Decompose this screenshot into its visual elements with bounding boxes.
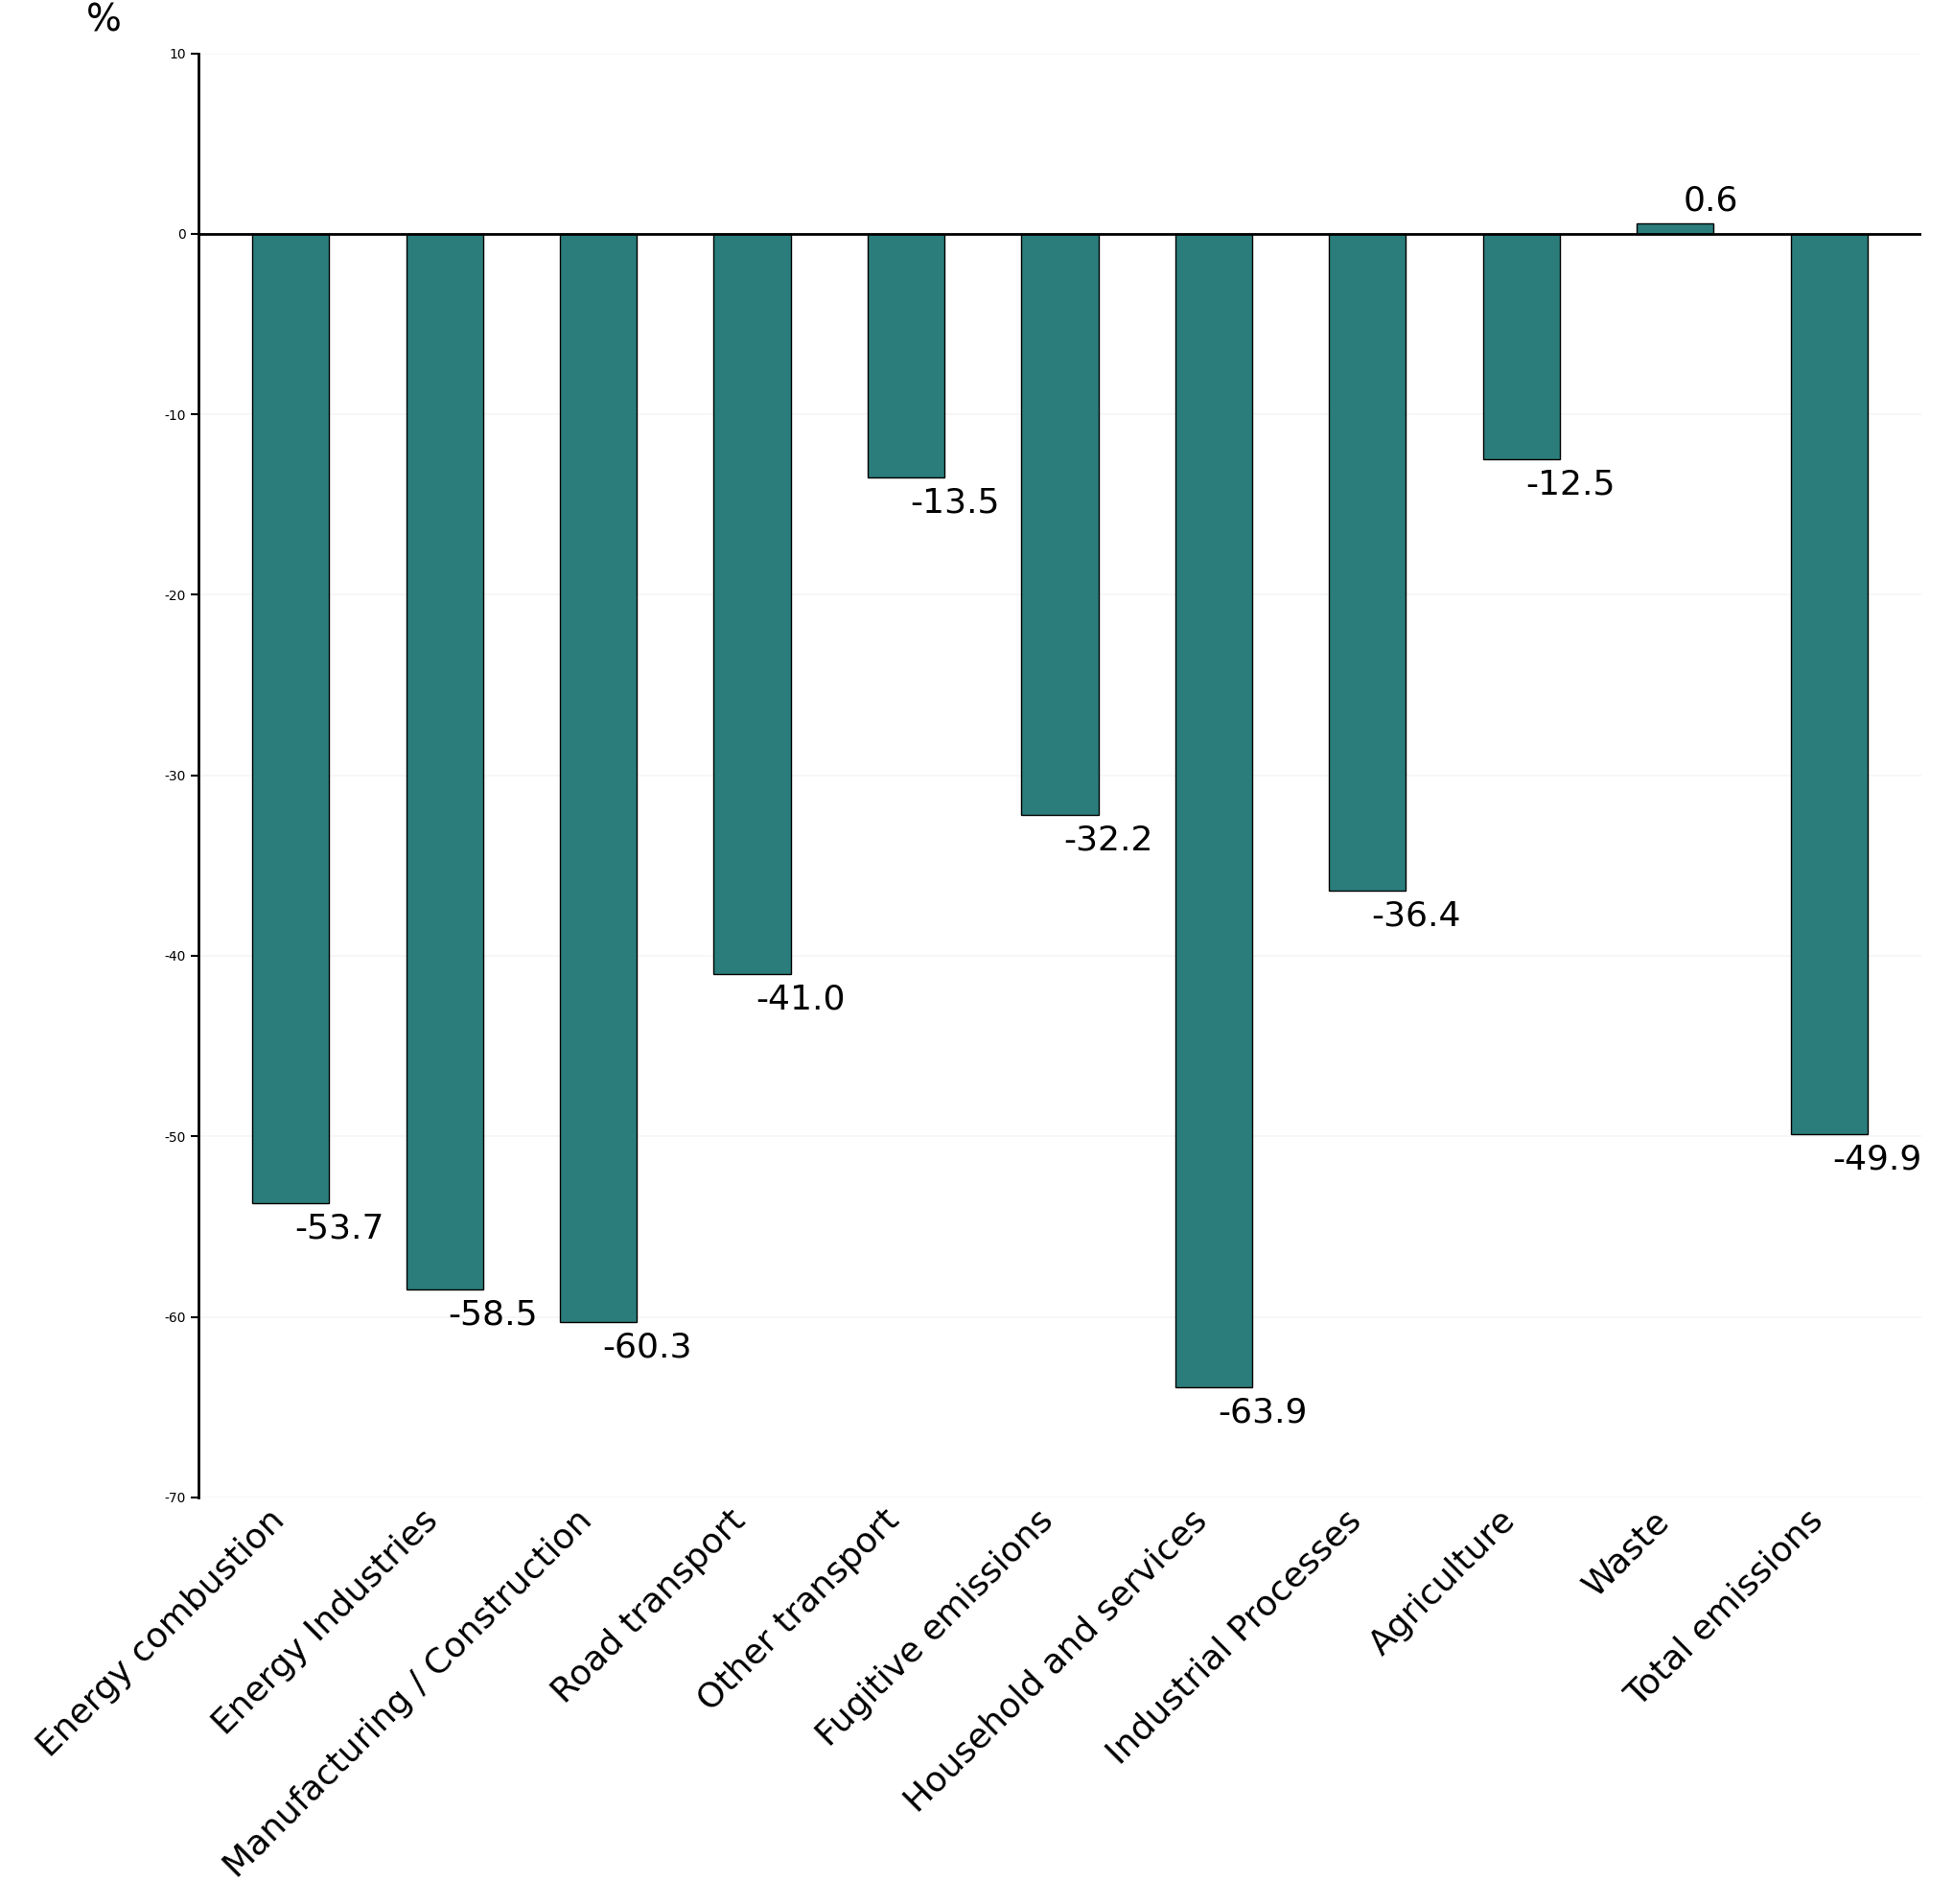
Text: -53.7: -53.7 — [295, 1213, 385, 1245]
Bar — [1330, 234, 1406, 891]
Text: -60.3: -60.3 — [602, 1331, 691, 1363]
Bar — [1637, 223, 1713, 234]
Text: -41.0: -41.0 — [756, 982, 846, 1015]
Bar — [1176, 234, 1252, 1388]
Bar — [252, 234, 330, 1203]
Bar — [1482, 234, 1560, 459]
Bar — [1791, 234, 1867, 1135]
Text: -63.9: -63.9 — [1217, 1396, 1307, 1428]
Bar — [1021, 234, 1098, 815]
Y-axis label: %: % — [86, 2, 121, 38]
Bar — [713, 234, 791, 973]
Text: 0.6: 0.6 — [1683, 185, 1738, 217]
Text: -36.4: -36.4 — [1371, 901, 1461, 933]
Text: -58.5: -58.5 — [449, 1299, 539, 1331]
Text: -32.2: -32.2 — [1064, 824, 1154, 857]
Text: -12.5: -12.5 — [1525, 468, 1615, 501]
Text: -13.5: -13.5 — [910, 487, 1000, 520]
Bar — [406, 234, 482, 1289]
Bar — [561, 234, 637, 1321]
Text: -49.9: -49.9 — [1832, 1144, 1922, 1177]
Bar — [867, 234, 945, 478]
